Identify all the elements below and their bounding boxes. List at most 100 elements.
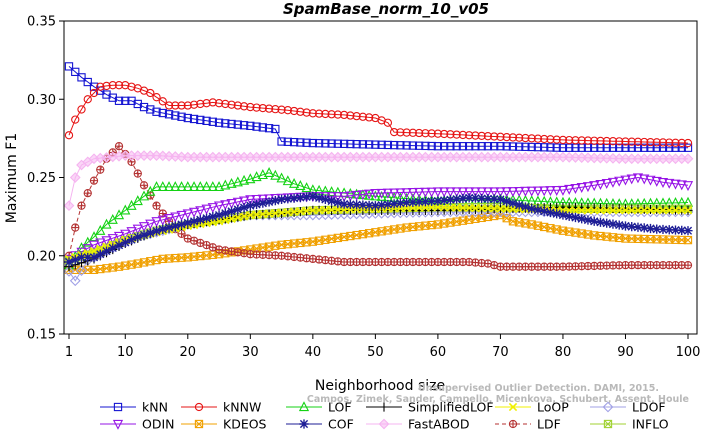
data-point <box>414 222 424 231</box>
legend-item-simplifiedlof: SimplifiedLOF <box>366 400 494 415</box>
legend-marker <box>298 401 310 412</box>
data-point <box>151 217 162 228</box>
legend-marker <box>194 419 204 429</box>
data-point <box>471 204 480 213</box>
data-point <box>233 101 242 110</box>
data-point <box>458 142 468 151</box>
series-knn <box>64 62 693 152</box>
data-point <box>301 182 312 193</box>
data-point <box>665 143 674 152</box>
data-point <box>132 224 143 235</box>
data-point <box>114 262 124 271</box>
data-point <box>546 135 555 144</box>
data-point <box>314 193 324 203</box>
data-point <box>213 181 225 192</box>
data-point <box>370 189 381 199</box>
data-point <box>515 218 524 227</box>
data-point <box>152 93 161 102</box>
data-point <box>452 203 461 212</box>
data-point <box>351 190 362 201</box>
data-point <box>533 205 543 215</box>
data-point <box>596 206 605 215</box>
x-tick-label: 10 <box>117 345 134 360</box>
data-point <box>77 73 86 82</box>
data-point <box>277 240 286 249</box>
data-point <box>433 196 443 206</box>
data-point <box>145 228 155 238</box>
data-point <box>308 237 317 246</box>
data-point <box>571 228 580 237</box>
data-point <box>371 228 380 237</box>
data-point <box>196 251 205 261</box>
legend-item-odin: ODIN <box>100 417 175 432</box>
y-axis-label: Maximum F1 <box>4 133 20 223</box>
data-point <box>195 181 206 192</box>
data-point <box>63 266 75 277</box>
data-point <box>458 130 468 140</box>
data-point <box>96 264 105 274</box>
data-point <box>233 204 243 215</box>
data-point <box>220 179 231 190</box>
data-point <box>346 231 355 241</box>
data-point <box>221 215 230 225</box>
data-point <box>546 224 555 233</box>
data-point <box>139 102 149 112</box>
data-point <box>527 134 536 143</box>
data-point <box>502 204 511 214</box>
data-point <box>558 143 568 152</box>
data-point <box>646 206 655 215</box>
data-point <box>389 188 400 199</box>
data-point <box>627 137 636 146</box>
data-point <box>339 110 349 120</box>
data-point <box>615 233 624 243</box>
data-point <box>258 103 267 113</box>
legend-label: kNN <box>142 400 168 415</box>
data-point <box>464 193 474 203</box>
data-point <box>133 259 142 268</box>
data-point <box>471 131 480 140</box>
x-tick-label: 30 <box>242 345 259 360</box>
data-point <box>321 235 330 244</box>
data-point <box>214 99 224 108</box>
data-point <box>251 199 262 210</box>
data-point <box>352 140 361 149</box>
x-axis: 1 10 20 30 40 50 60 70 80 90 100 <box>65 334 700 360</box>
data-point <box>283 106 292 115</box>
legend-label: FastABOD <box>408 417 470 432</box>
data-point <box>220 208 230 218</box>
data-point <box>95 238 106 249</box>
data-point <box>414 197 424 207</box>
data-point <box>677 235 686 245</box>
data-point <box>508 198 518 208</box>
data-point <box>452 194 462 204</box>
x-tick-label: 90 <box>617 345 634 360</box>
data-point <box>232 176 243 187</box>
data-point <box>445 187 456 198</box>
data-point <box>633 143 643 152</box>
legend-label: kNNW <box>223 400 261 415</box>
data-point <box>126 199 137 210</box>
data-point <box>227 119 236 129</box>
data-point <box>182 181 193 192</box>
data-point <box>327 110 336 119</box>
data-point <box>327 205 336 215</box>
data-point <box>640 206 649 215</box>
data-point <box>232 197 243 208</box>
data-point <box>383 140 393 150</box>
data-point <box>576 183 587 194</box>
data-point <box>195 215 205 225</box>
data-point <box>201 181 212 192</box>
data-point <box>263 166 275 177</box>
y-tick-label: 0.35 <box>27 15 56 30</box>
data-point <box>632 173 644 184</box>
data-point <box>484 259 492 268</box>
data-point <box>383 199 393 210</box>
data-point <box>640 137 649 147</box>
data-point <box>321 205 330 215</box>
data-point <box>665 206 674 215</box>
data-point <box>308 191 318 201</box>
data-point <box>64 62 74 71</box>
data-point <box>95 224 106 235</box>
data-point <box>614 220 624 230</box>
data-point <box>433 142 443 151</box>
